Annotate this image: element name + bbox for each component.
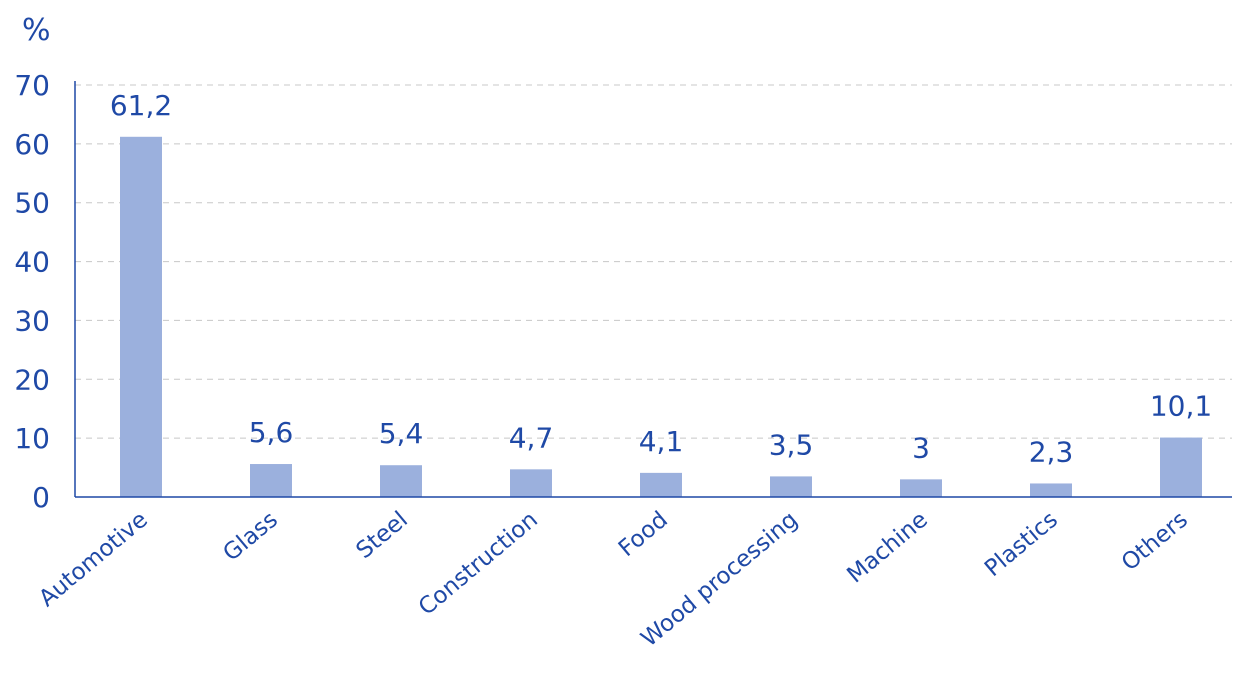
gridlines bbox=[75, 84, 1232, 439]
x-tick-label: Glass bbox=[218, 507, 282, 567]
bars bbox=[120, 136, 1202, 497]
bar bbox=[510, 469, 552, 497]
x-axis-ticks: Automotive Glass Steel Construction FoodWood… bbox=[34, 507, 1193, 653]
x-tick-label: Others bbox=[1117, 507, 1193, 577]
data-label: 10,1 bbox=[1150, 390, 1212, 423]
y-tick-label: 30 bbox=[14, 304, 50, 337]
y-tick-label: 0 bbox=[32, 481, 50, 514]
bar bbox=[770, 476, 812, 497]
x-tick-label: Automotive bbox=[34, 507, 153, 612]
data-label: 2,3 bbox=[1029, 435, 1074, 468]
x-tick-label: Machine bbox=[842, 507, 932, 589]
y-tick-label: 40 bbox=[14, 246, 50, 279]
y-tick-label: 10 bbox=[14, 422, 50, 455]
y-axis-ticks: 0 10 20 30 40 50 60 70 bbox=[14, 69, 50, 514]
bar bbox=[120, 136, 162, 497]
bar bbox=[640, 472, 682, 497]
x-tick-label: Construction bbox=[414, 507, 543, 621]
bar bbox=[250, 464, 292, 497]
y-tick-label: 70 bbox=[14, 69, 50, 102]
bar bbox=[380, 465, 422, 497]
bar bbox=[1160, 437, 1202, 497]
y-tick-label: 20 bbox=[14, 363, 50, 396]
x-tick-label: Food bbox=[614, 507, 673, 562]
data-label: 5,6 bbox=[249, 416, 294, 449]
x-tick-label: Steel bbox=[351, 507, 412, 564]
bar bbox=[1030, 483, 1072, 497]
y-tick-label: 50 bbox=[14, 187, 50, 220]
x-tick-label: Plastics bbox=[980, 507, 1063, 582]
data-label: 3,5 bbox=[769, 428, 814, 461]
data-label: 3 bbox=[912, 431, 930, 464]
data-label: 4,7 bbox=[509, 421, 554, 454]
data-label: 5,4 bbox=[379, 417, 424, 450]
data-label: 4,1 bbox=[639, 425, 684, 458]
data-label: 61,2 bbox=[110, 89, 172, 122]
bar bbox=[900, 479, 942, 497]
y-tick-label: 60 bbox=[14, 128, 50, 161]
data-labels: 61,2 5,6 5,4 4,7 4,1 3,5 3 2,3 10,1 bbox=[110, 89, 1212, 469]
y-axis-label: % bbox=[22, 13, 51, 48]
